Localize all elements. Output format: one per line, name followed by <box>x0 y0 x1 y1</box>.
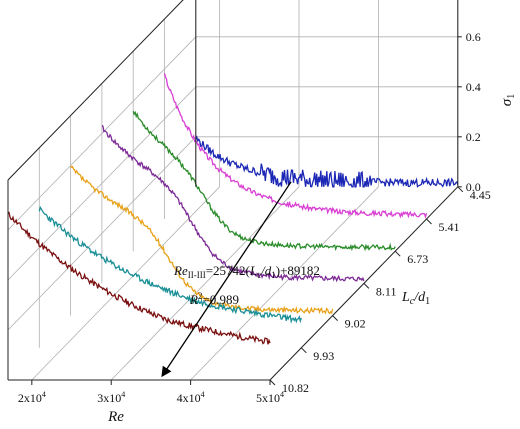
depth-tick-mark <box>394 250 401 257</box>
fit-eq-lc-sub: c <box>257 270 261 280</box>
depth-tick-mark <box>457 186 464 193</box>
y-axis-label: Lc/d1 <box>401 290 430 307</box>
depth-tick-label: 6.73 <box>407 252 428 266</box>
tick-labels: 0.80.60.40.20.010.829.939.028.116.735.41… <box>18 30 491 405</box>
fit-equation: ReII-III=25742(Lc/d1)+89182 <box>173 263 320 280</box>
floor-gridline <box>31 186 220 381</box>
depth-tick-label: 9.02 <box>345 317 366 331</box>
series-line-lc-5-41 <box>163 73 428 219</box>
z-tick-label: 0.4 <box>466 80 481 94</box>
series-line-lc-10-82 <box>7 211 271 345</box>
transition-arrow <box>161 181 292 378</box>
floor-gridline <box>110 186 300 381</box>
r2-label: R <box>189 292 198 307</box>
x-tick-label: 3x104 <box>97 390 125 405</box>
top-left-edge <box>7 0 184 181</box>
z-axis-label-sub: 1 <box>506 94 517 99</box>
z-axis-label: σ1 <box>499 94 517 106</box>
x-axis-label: Re <box>107 409 124 425</box>
depth-tick-mark <box>426 218 432 225</box>
r2-sup: 2 <box>198 291 203 301</box>
depth-tick-label: 5.41 <box>439 220 460 234</box>
y-axis-label-sub2: 1 <box>425 296 430 307</box>
series-group <box>7 73 459 345</box>
depth-tick-mark <box>300 347 307 354</box>
depth-tick-label: 8.11 <box>376 284 397 298</box>
depth-tick-mark <box>269 379 276 386</box>
x-tick-label: 4x104 <box>177 390 205 405</box>
fit-eq-re: Re <box>173 263 188 278</box>
r-squared: R2=0.989 <box>189 291 239 307</box>
fit-eq-pre: =25742( <box>206 263 250 278</box>
x-tick-label: 2x104 <box>18 390 46 405</box>
z-tick-label: 0.6 <box>466 30 481 44</box>
depth-tick-mark <box>332 315 338 321</box>
depth-tick-label: 9.93 <box>313 349 334 363</box>
fit-eq-d-sub: 1 <box>271 270 276 280</box>
fit-eq-d: /d <box>260 263 272 278</box>
floor-gridline <box>190 186 379 381</box>
y-axis-label-main: L <box>401 290 410 305</box>
depth-tick-label: 4.45 <box>470 188 491 202</box>
depth-tick-label: 10.82 <box>282 381 309 395</box>
z-tick-label: 0.2 <box>466 130 481 144</box>
fit-eq-post: )+89182 <box>276 263 320 278</box>
y-axis-label-sub1: c <box>410 296 415 307</box>
fit-eq-re-sub: II-III <box>188 270 206 280</box>
series-line-lc-8-11 <box>101 125 365 283</box>
r2-value: =0.989 <box>202 292 239 307</box>
depth-tick-mark <box>363 283 370 289</box>
y-axis-label-mid: /d <box>413 290 426 305</box>
grid <box>7 0 459 381</box>
axes-frame <box>7 0 459 381</box>
x-tick-label: 5x104 <box>256 390 284 405</box>
z-tick-label: 0.0 <box>466 180 481 194</box>
series-line-lc-9-02 <box>70 165 334 315</box>
series-line-lc-9-93 <box>38 205 302 324</box>
series-line-lc-6-73 <box>132 110 396 252</box>
series-line-lc-4-45 <box>195 135 459 188</box>
z-axis-label-main: σ <box>499 98 515 106</box>
fit-eq-lc: L <box>249 263 257 278</box>
